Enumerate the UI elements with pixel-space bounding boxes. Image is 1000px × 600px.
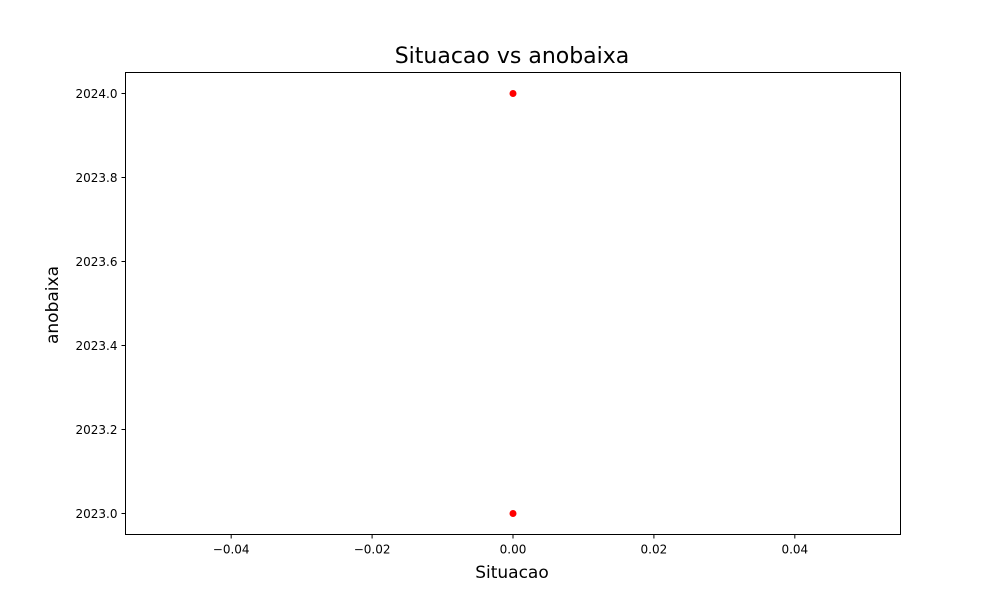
y-tick-label: 2023.8 — [76, 171, 118, 185]
x-tick-label: −0.04 — [213, 543, 250, 557]
x-axis-label: Situacao — [475, 563, 549, 583]
x-tick-label: 0.00 — [500, 543, 527, 557]
plot-area-frame — [125, 72, 901, 535]
y-tick-label: 2023.6 — [76, 255, 118, 269]
y-axis-ticks: 2023.0 2023.2 2023.4 2023.6 2023.8 2024.0 — [76, 87, 126, 521]
y-tick-label: 2024.0 — [76, 87, 118, 101]
y-tick-label: 2023.0 — [76, 507, 118, 521]
chart-title: Situacao vs anobaixa — [395, 44, 630, 69]
x-tick-label: 0.04 — [781, 543, 808, 557]
data-points — [509, 90, 517, 517]
y-tick-label: 2023.4 — [76, 339, 118, 353]
x-tick-label: 0.02 — [641, 543, 668, 557]
x-axis-ticks: −0.04 −0.02 0.00 0.02 0.04 — [213, 534, 808, 557]
y-tick-label: 2023.2 — [76, 423, 118, 437]
x-tick-label: −0.02 — [354, 543, 391, 557]
scatter-point — [509, 510, 517, 517]
y-axis-label: anobaixa — [43, 266, 63, 344]
scatter-point — [509, 90, 517, 97]
